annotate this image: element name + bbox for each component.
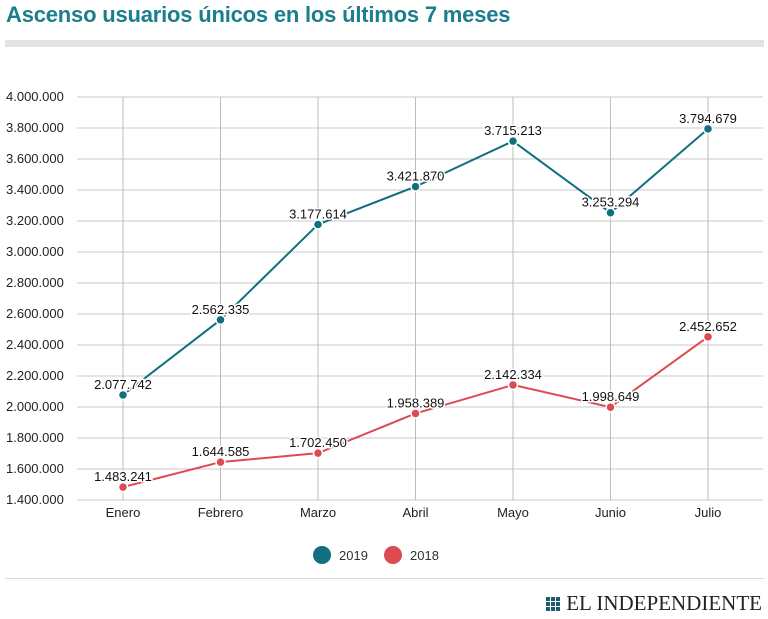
data-point-2019 bbox=[507, 135, 519, 147]
data-point-2018 bbox=[702, 331, 714, 343]
y-tick-label: 2.000.000 bbox=[6, 399, 64, 414]
data-point-2019 bbox=[702, 123, 714, 135]
y-tick-label: 2.200.000 bbox=[6, 368, 64, 383]
data-label-2018: 1.702.450 bbox=[289, 435, 347, 450]
data-label-2018: 1.483.241 bbox=[94, 469, 152, 484]
chart-title: Ascenso usuarios únicos en los últimos 7… bbox=[6, 2, 511, 27]
data-point-2019 bbox=[312, 219, 324, 230]
data-label-2019: 3.715.213 bbox=[484, 123, 542, 138]
x-tick-label: Abril bbox=[402, 505, 428, 520]
y-tick-label: 2.800.000 bbox=[6, 275, 64, 290]
data-point-2019 bbox=[117, 389, 129, 401]
x-tick-label: Marzo bbox=[300, 505, 336, 520]
data-label-2018: 2.452.652 bbox=[679, 319, 737, 334]
brand-name: EL INDEPENDIENTE bbox=[566, 591, 762, 615]
line-chart: 4.000.000 3.800.000 3.600.000 3.400.000 3.20… bbox=[6, 89, 763, 564]
y-tick-label: 3.600.000 bbox=[6, 151, 64, 166]
grid-logo-icon bbox=[546, 596, 561, 611]
data-label-2019: 3.421.870 bbox=[387, 169, 445, 184]
x-tick-label: Febrero bbox=[198, 505, 244, 520]
y-tick-label: 2.600.000 bbox=[6, 306, 64, 321]
y-tick-label: 3.400.000 bbox=[6, 182, 64, 197]
y-tick-label: 3.800.000 bbox=[6, 120, 64, 135]
data-label-2019: 3.794.679 bbox=[679, 111, 737, 126]
brand-logo[interactable]: EL INDEPENDIENTE bbox=[546, 591, 762, 616]
data-point-2018 bbox=[507, 379, 519, 391]
data-label-2019: 2.562.335 bbox=[192, 302, 250, 317]
data-label-2018: 2.142.334 bbox=[484, 367, 542, 382]
data-point-2018 bbox=[117, 481, 129, 493]
x-tick-label: Mayo bbox=[497, 505, 529, 520]
x-tick-label: Enero bbox=[106, 505, 141, 520]
data-label-2019: 3.177.614 bbox=[289, 206, 347, 221]
data-label-2018: 1.998.649 bbox=[582, 389, 640, 404]
x-tick-label: Julio bbox=[695, 505, 722, 520]
y-tick-label: 3.000.000 bbox=[6, 244, 64, 259]
data-point-2018 bbox=[410, 408, 421, 419]
data-label-2019: 2.077.742 bbox=[94, 377, 152, 392]
data-label-2018: 1.958.389 bbox=[387, 395, 445, 410]
x-tick-label: Junio bbox=[595, 505, 626, 520]
data-point-2018 bbox=[605, 401, 616, 413]
data-label-2019: 3.253.294 bbox=[582, 195, 640, 210]
y-tick-label: 1.600.000 bbox=[6, 461, 64, 476]
data-label-2018: 1.644.585 bbox=[192, 444, 250, 459]
legend-marker-2018 bbox=[384, 546, 402, 564]
footer-divider bbox=[5, 578, 764, 579]
legend-marker-2019 bbox=[313, 546, 331, 564]
y-tick-label: 4.000.000 bbox=[6, 89, 64, 104]
y-tick-label: 2.400.000 bbox=[6, 337, 64, 352]
y-tick-label: 3.200.000 bbox=[6, 213, 64, 228]
y-tick-label: 1.400.000 bbox=[6, 492, 64, 507]
y-tick-label: 1.800.000 bbox=[6, 430, 64, 445]
title-divider bbox=[5, 40, 764, 47]
data-point-2019 bbox=[605, 207, 616, 218]
data-point-2018 bbox=[215, 456, 226, 468]
data-point-2019 bbox=[410, 181, 421, 192]
legend-label-2019: 2019 bbox=[339, 548, 368, 563]
data-point-2018 bbox=[312, 447, 324, 459]
data-point-2019 bbox=[215, 314, 226, 326]
legend-label-2018: 2018 bbox=[410, 548, 439, 563]
